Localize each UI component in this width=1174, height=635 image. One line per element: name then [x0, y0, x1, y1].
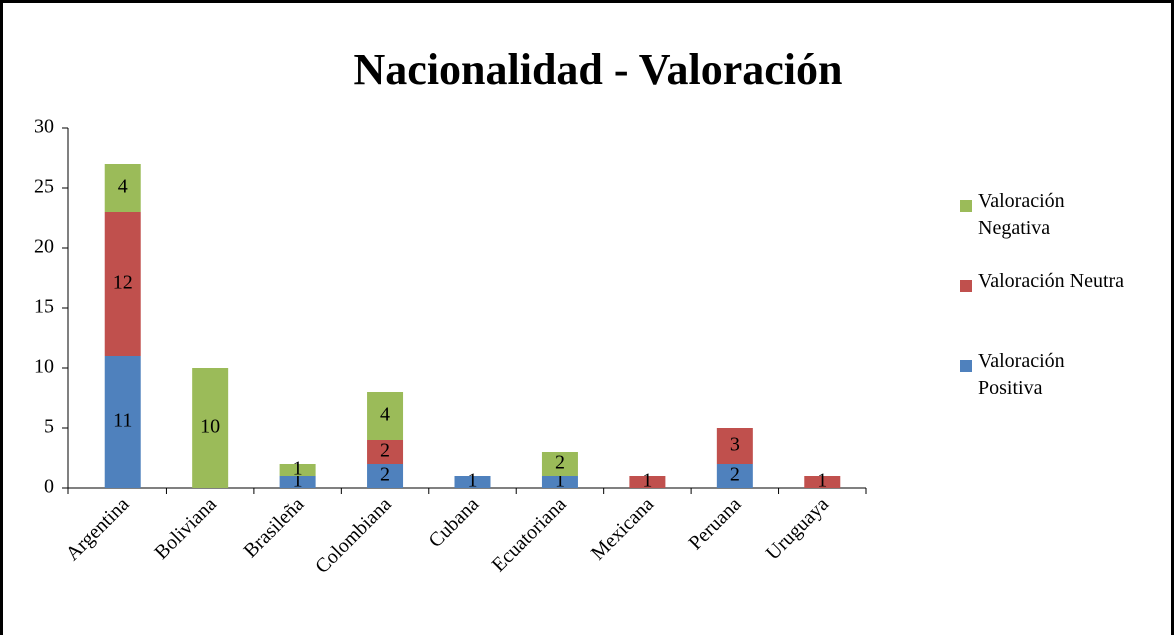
legend-item: Valoración Neutra [978, 270, 1125, 292]
y-tick-label: 10 [34, 356, 54, 378]
legend-item: Valoración Positiva [978, 350, 1065, 399]
bar-segment [629, 476, 666, 488]
legend-swatch [960, 360, 972, 372]
legend-swatch [960, 280, 972, 292]
data-label: 1 [555, 470, 565, 492]
bar-segment [804, 476, 841, 488]
data-label: 11 [113, 410, 132, 432]
data-label: 1 [468, 470, 478, 492]
data-label: 4 [118, 176, 128, 198]
chart-title: Nacionalidad - Valoración [354, 45, 843, 94]
legend-swatch [960, 200, 972, 212]
bar-segment [367, 392, 404, 440]
data-label: 1 [293, 470, 303, 492]
y-tick-label: 5 [44, 416, 54, 438]
y-tick-label: 0 [44, 476, 54, 498]
y-tick-label: 30 [34, 116, 54, 138]
bar-segment [279, 464, 316, 476]
bar-segment [367, 464, 404, 488]
data-label: 1 [642, 470, 652, 492]
bar-segment [192, 368, 229, 488]
legend-item: Valoración Negativa [978, 190, 1065, 239]
legend-label: Valoración Negativa [978, 190, 1065, 239]
data-label: 12 [113, 272, 133, 294]
bar-segment [279, 476, 316, 488]
bar-segment [104, 164, 141, 212]
bar-segment [367, 440, 404, 464]
bar-segment [541, 476, 578, 488]
legend-label: Valoración Positiva [978, 350, 1065, 399]
y-tick-label: 25 [34, 176, 54, 198]
bar-segment [104, 356, 141, 488]
y-tick-label: 20 [34, 236, 54, 258]
data-label: 2 [380, 464, 390, 486]
bar-segment [716, 428, 753, 464]
data-label: 2 [555, 452, 565, 474]
data-label: 1 [817, 470, 827, 492]
bar-segment [541, 452, 578, 476]
data-label: 2 [380, 440, 390, 462]
y-tick-label: 15 [34, 296, 54, 318]
bar-segment [716, 464, 753, 488]
bar-segment [454, 476, 491, 488]
data-label: 4 [380, 404, 390, 426]
data-label: 2 [730, 464, 740, 486]
bar-segment [104, 212, 141, 356]
data-label: 10 [200, 416, 220, 438]
data-label: 3 [730, 434, 740, 456]
data-label: 1 [293, 458, 303, 480]
legend-label: Valoración Neutra [978, 270, 1125, 292]
